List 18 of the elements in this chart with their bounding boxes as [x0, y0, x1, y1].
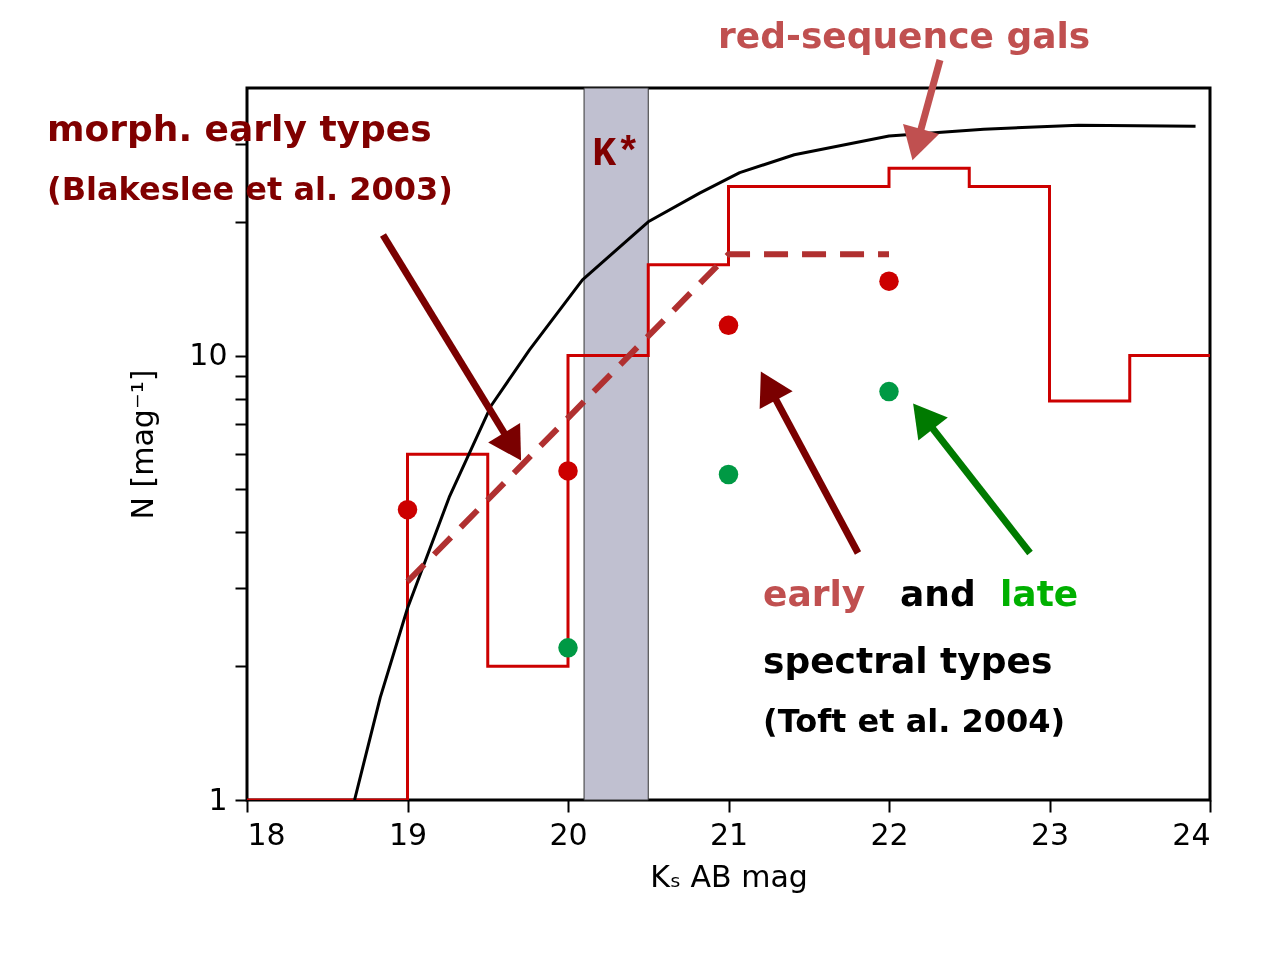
y-axis-title: N [mag⁻¹]	[125, 369, 161, 520]
y-tick-label: 1	[208, 781, 228, 817]
annotation: (Toft et al. 2004)	[763, 702, 1066, 740]
annotation: and	[900, 573, 976, 614]
x-tick-label: 22	[870, 816, 909, 852]
annotation: spectral types	[763, 640, 1053, 681]
x-tick-label: 18	[247, 816, 286, 852]
x-tick-label: 24	[1172, 816, 1211, 852]
annotation: late	[1000, 573, 1079, 614]
annotation: early	[763, 573, 866, 614]
x-tick-label: 19	[388, 816, 428, 852]
text: red-sequence gals	[718, 15, 1091, 56]
x-tick-label: 21	[709, 816, 749, 852]
x-tick-label: 23	[1030, 816, 1070, 852]
band-label: K*	[592, 132, 641, 177]
x-axis-title: Kₛ AB mag	[650, 858, 808, 894]
x-tick-label: 20	[549, 816, 588, 852]
y-tick-label: 10	[189, 337, 228, 373]
